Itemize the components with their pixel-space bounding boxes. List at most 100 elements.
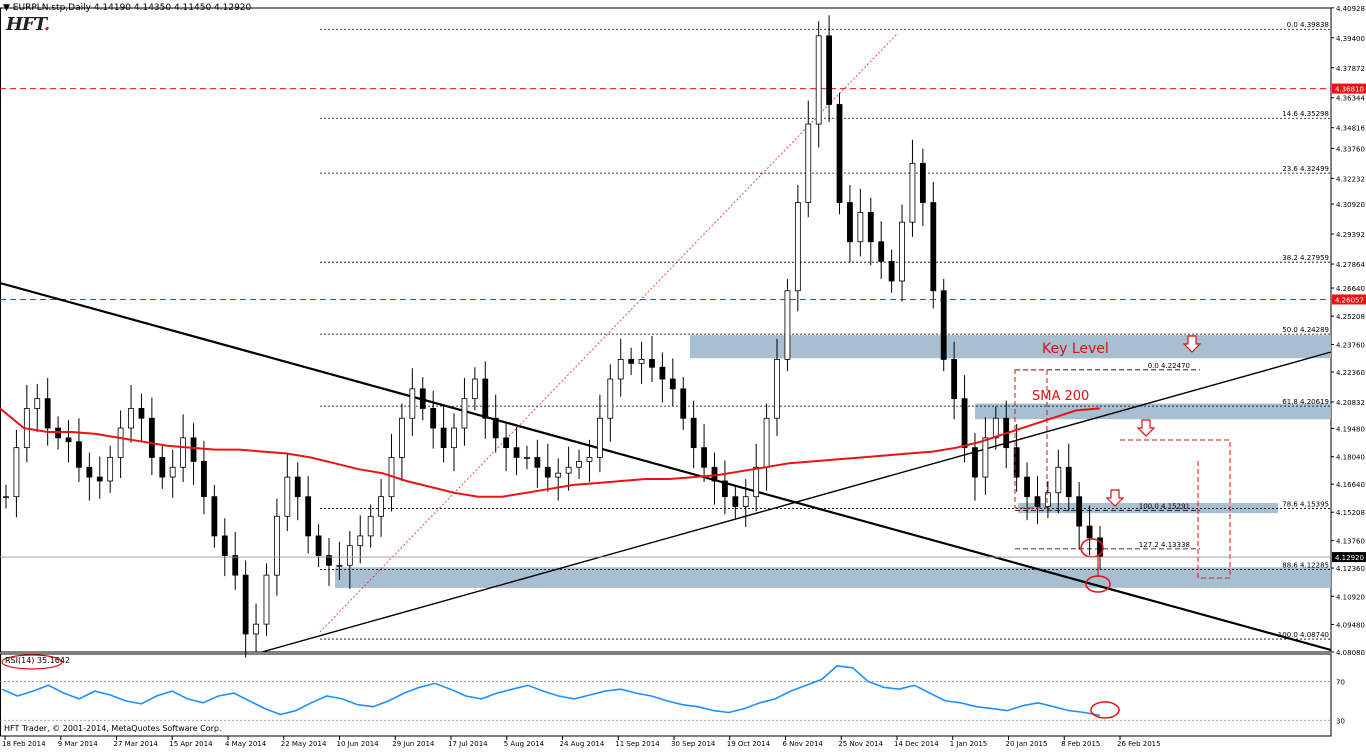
candle-body [544, 466, 551, 478]
candle-body [232, 555, 239, 576]
candle-body [836, 104, 843, 203]
candle [513, 427, 520, 476]
candle-body [576, 460, 582, 468]
y-tick-label: 4.33760 [1336, 145, 1365, 153]
x-tick-label: 9 Mar 2014 [58, 740, 98, 748]
candle-body [878, 241, 885, 262]
candle [1065, 443, 1072, 512]
y-tick-label: 4.08080 [1336, 649, 1365, 657]
candle-body [711, 466, 718, 482]
candle-body [399, 417, 405, 458]
candle [586, 439, 593, 482]
candle [419, 377, 426, 421]
candle [805, 100, 812, 218]
symbol-label: EURPLN.stp,Daily [12, 3, 91, 13]
candle [34, 383, 41, 432]
y-tick-label: 4.34816 [1336, 125, 1365, 133]
current-price-tag-bg [1332, 552, 1366, 563]
candle [128, 384, 134, 443]
candle-body [305, 496, 312, 537]
candle [596, 394, 603, 473]
sma-200-annotation: SMA 200 [1032, 389, 1089, 404]
zone-bottom [335, 567, 1331, 588]
candle [524, 445, 530, 470]
candle [711, 452, 718, 505]
candle-body [44, 398, 51, 429]
rsi-label: RSI(14) 35.1642 [5, 656, 71, 665]
x-tick-label: 11 Sep 2014 [615, 740, 660, 748]
fib-label-78.6: 78.6 4.15395 [1282, 501, 1329, 509]
candle [44, 378, 51, 446]
x-tick-label: 29 Jun 2014 [392, 740, 435, 748]
candle [13, 430, 20, 518]
candle [1013, 424, 1020, 492]
candle [617, 338, 624, 397]
candle-body [805, 123, 812, 203]
x-tick-label: 22 May 2014 [281, 740, 327, 748]
down-arrow-icon [1182, 335, 1202, 353]
candle-body [1065, 466, 1072, 498]
candle [930, 181, 937, 309]
candle [555, 458, 562, 501]
candle [169, 449, 176, 498]
candle [909, 139, 916, 237]
level-tag-1: 4.26057 [1335, 296, 1364, 304]
x-tick-label: 8 Feb 2015 [1061, 740, 1100, 748]
candle-body [669, 378, 676, 390]
candle [492, 394, 499, 453]
candle [263, 563, 270, 636]
level-tag-0: 4.36810 [1335, 86, 1364, 94]
candle [482, 361, 489, 439]
candle-body [596, 417, 603, 458]
ascending-trendline [261, 351, 1332, 653]
candle-body [930, 202, 937, 292]
current-price-tag: 4.12920 [1335, 554, 1364, 562]
y-tick-label: 4.26640 [1336, 285, 1365, 293]
candle [159, 445, 166, 489]
candle [1045, 480, 1051, 519]
candle-body [961, 398, 968, 449]
candle [992, 406, 999, 450]
candle [972, 432, 978, 501]
candle [201, 440, 207, 515]
fib-anchor-line [319, 32, 899, 633]
candle-body [3, 496, 9, 499]
candle [690, 400, 697, 469]
candle-body [273, 515, 280, 576]
y-tick-label: 4.29392 [1336, 231, 1365, 239]
ohlc-values: 4.14190 4.14350 4.11450 4.12920 [93, 3, 252, 13]
candle-body [315, 535, 322, 556]
candle [701, 424, 707, 482]
candle-body [253, 623, 259, 635]
fib-ext-label-100.0: 100.0 4.15291 [1139, 503, 1190, 511]
x-tick-label: 18 Feb 2014 [2, 740, 46, 748]
y-tick-label: 4.15208 [1336, 509, 1365, 517]
candle-body [513, 447, 520, 458]
candle-body [451, 427, 457, 449]
y-tick-label: 4.09480 [1336, 622, 1365, 630]
candle-body [867, 211, 874, 243]
x-tick-label: 19 Oct 2014 [727, 740, 771, 748]
candle [919, 148, 926, 227]
fib-label-0.0: 0.0 4.39838 [1287, 21, 1329, 29]
fib-label-61.8: 61.8 4.20619 [1282, 398, 1329, 406]
x-tick-label: 25 Nov 2014 [838, 740, 883, 748]
candle [826, 15, 833, 123]
candle [628, 347, 635, 376]
candle-body [211, 496, 218, 537]
candle-body [680, 388, 687, 419]
candle [221, 518, 228, 577]
candle-body [482, 378, 489, 419]
candle-body [1055, 466, 1062, 494]
candle-body [263, 574, 270, 625]
candle-body [1034, 496, 1041, 507]
candle-body [607, 378, 614, 419]
candle-body [65, 437, 72, 443]
candle [305, 476, 312, 554]
dropdown-arrow-icon[interactable]: ▼ [3, 3, 10, 13]
candle [1024, 462, 1030, 521]
candle-body [794, 202, 801, 292]
candle-body [701, 447, 707, 468]
candle-body [992, 417, 999, 439]
